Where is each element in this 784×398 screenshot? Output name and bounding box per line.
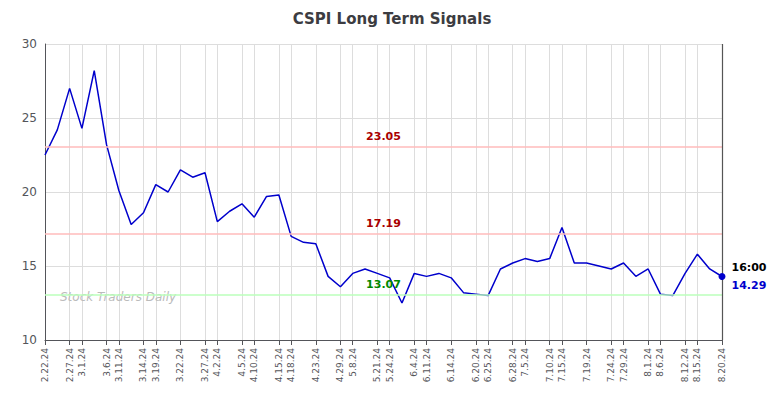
svg-text:Stock Traders Daily: Stock Traders Daily: [60, 290, 177, 304]
svg-text:3.27.24: 3.27.24: [200, 348, 210, 383]
svg-text:14.29: 14.29: [732, 279, 767, 292]
svg-text:4.15.24: 4.15.24: [274, 348, 284, 383]
svg-text:6.28.24: 6.28.24: [508, 348, 518, 383]
svg-text:13.07: 13.07: [366, 278, 401, 291]
svg-text:CSPI Long Term Signals: CSPI Long Term Signals: [293, 10, 492, 28]
svg-text:25: 25: [22, 111, 37, 125]
svg-text:8.6.24: 8.6.24: [655, 348, 665, 377]
svg-text:6.20.24: 6.20.24: [471, 348, 481, 383]
svg-text:15: 15: [22, 259, 37, 273]
svg-text:8.12.24: 8.12.24: [680, 348, 690, 383]
svg-text:2.22.24: 2.22.24: [40, 348, 50, 383]
svg-text:7.10.24: 7.10.24: [545, 348, 555, 383]
svg-text:3.14.24: 3.14.24: [138, 348, 148, 383]
svg-text:3.11.24: 3.11.24: [114, 348, 124, 383]
svg-text:7.24.24: 7.24.24: [606, 348, 616, 383]
svg-text:6.11.24: 6.11.24: [422, 348, 432, 383]
svg-text:6.4.24: 6.4.24: [409, 348, 419, 377]
svg-text:7.29.24: 7.29.24: [619, 348, 629, 383]
svg-text:4.23.24: 4.23.24: [311, 348, 321, 383]
svg-text:8.15.24: 8.15.24: [692, 348, 702, 383]
svg-text:4.5.24: 4.5.24: [237, 348, 247, 377]
svg-text:23.05: 23.05: [366, 130, 401, 143]
svg-text:6.25.24: 6.25.24: [483, 348, 493, 383]
svg-text:3.1.24: 3.1.24: [77, 348, 87, 377]
svg-text:7.5.24: 7.5.24: [520, 348, 530, 377]
svg-text:17.19: 17.19: [366, 217, 401, 230]
svg-text:5.21.24: 5.21.24: [372, 348, 382, 383]
svg-text:3.19.24: 3.19.24: [151, 348, 161, 383]
svg-text:20: 20: [22, 185, 37, 199]
svg-text:2.27.24: 2.27.24: [65, 348, 75, 383]
svg-text:7.15.24: 7.15.24: [557, 348, 567, 383]
svg-text:3.6.24: 3.6.24: [102, 348, 112, 377]
svg-text:30: 30: [22, 37, 37, 51]
svg-text:6.14.24: 6.14.24: [446, 348, 456, 383]
svg-text:4.29.24: 4.29.24: [335, 348, 345, 383]
svg-text:8.1.24: 8.1.24: [643, 348, 653, 377]
svg-text:4.10.24: 4.10.24: [249, 348, 259, 383]
svg-text:8.20.24: 8.20.24: [717, 348, 727, 383]
svg-text:4.2.24: 4.2.24: [212, 348, 222, 377]
svg-text:5.24.24: 5.24.24: [385, 348, 395, 383]
svg-text:5.8.24: 5.8.24: [348, 348, 358, 377]
svg-text:7.19.24: 7.19.24: [582, 348, 592, 383]
svg-text:10: 10: [22, 333, 37, 347]
svg-text:4.18.24: 4.18.24: [286, 348, 296, 383]
svg-text:16:00: 16:00: [732, 261, 767, 274]
svg-text:3.22.24: 3.22.24: [175, 348, 185, 383]
